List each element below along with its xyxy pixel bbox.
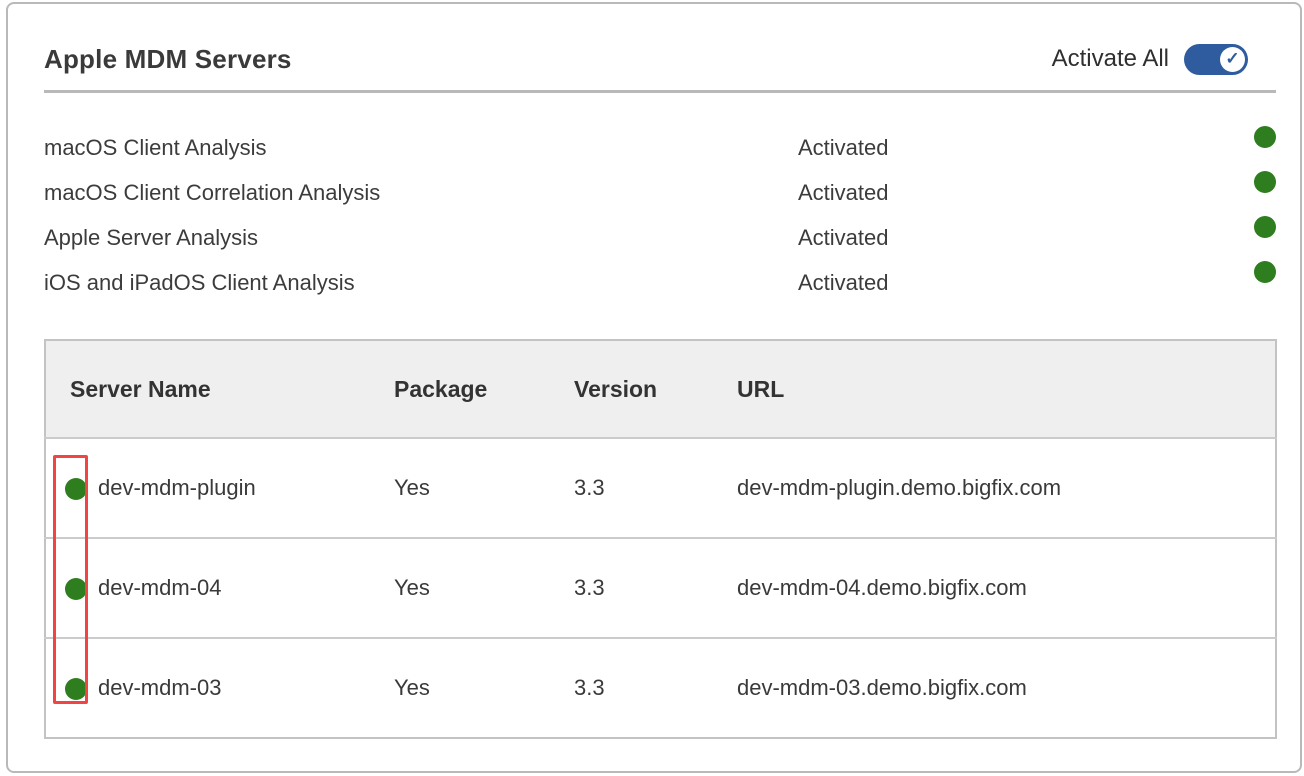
header-divider xyxy=(44,90,1276,93)
status-dot-icon xyxy=(1254,126,1276,148)
analysis-row: macOS Client Correlation Analysis Activa… xyxy=(44,170,1276,215)
table-row[interactable]: dev-mdm-plugin Yes 3.3 dev-mdm-plugin.de… xyxy=(45,438,1276,538)
analysis-row: macOS Client Analysis Activated xyxy=(44,125,1276,170)
server-name-cell: dev-mdm-03 xyxy=(98,675,222,701)
analysis-status: Activated xyxy=(798,179,889,205)
analysis-list: macOS Client Analysis Activated macOS Cl… xyxy=(44,125,1276,305)
analysis-status: Activated xyxy=(798,269,889,295)
analysis-row: Apple Server Analysis Activated xyxy=(44,215,1276,260)
url-cell: dev-mdm-04.demo.bigfix.com xyxy=(737,575,1027,600)
package-cell: Yes xyxy=(394,575,430,600)
status-dot-icon xyxy=(1254,216,1276,238)
page-title: Apple MDM Servers xyxy=(44,43,292,74)
analysis-name: Apple Server Analysis xyxy=(44,224,258,250)
analysis-name: macOS Client Correlation Analysis xyxy=(44,179,381,205)
activate-all-label: Activate All xyxy=(1051,45,1169,72)
toggle-knob: ✓ xyxy=(1220,46,1245,72)
analysis-status: Activated xyxy=(798,134,889,160)
analysis-status: Activated xyxy=(798,224,889,250)
analysis-row: iOS and iPadOS Client Analysis Activated xyxy=(44,260,1276,305)
version-cell: 3.3 xyxy=(574,675,605,700)
table-row[interactable]: dev-mdm-04 Yes 3.3 dev-mdm-04.demo.bigfi… xyxy=(45,538,1276,638)
package-cell: Yes xyxy=(394,475,430,500)
col-header-version: Version xyxy=(574,375,658,402)
table-row[interactable]: dev-mdm-03 Yes 3.3 dev-mdm-03.demo.bigfi… xyxy=(45,638,1276,738)
server-name-cell: dev-mdm-04 xyxy=(98,575,222,601)
col-header-server-name: Server Name xyxy=(70,375,211,402)
status-dot-icon xyxy=(65,577,87,600)
status-dot-icon xyxy=(1254,171,1276,193)
mdm-servers-table: Server Name Package Version URL dev-mdm-… xyxy=(44,339,1277,739)
table-header-row: Server Name Package Version URL xyxy=(45,340,1276,438)
version-cell: 3.3 xyxy=(574,575,605,600)
server-name-cell: dev-mdm-plugin xyxy=(98,475,256,501)
analysis-name: macOS Client Analysis xyxy=(44,134,267,160)
check-icon: ✓ xyxy=(1225,48,1240,68)
version-cell: 3.3 xyxy=(574,475,605,500)
status-dot-icon xyxy=(1254,261,1276,283)
activate-all-control: Activate All ✓ xyxy=(1051,43,1248,75)
url-cell: dev-mdm-03.demo.bigfix.com xyxy=(737,675,1027,700)
package-cell: Yes xyxy=(394,675,430,700)
col-header-package: Package xyxy=(394,375,488,402)
status-dot-icon xyxy=(65,677,87,700)
apple-mdm-servers-panel: Apple MDM Servers Activate All ✓ macOS C… xyxy=(6,2,1302,773)
analysis-name: iOS and iPadOS Client Analysis xyxy=(44,269,355,295)
activate-all-toggle[interactable]: ✓ xyxy=(1184,43,1248,75)
col-header-url: URL xyxy=(737,375,785,402)
panel-header: Apple MDM Servers Activate All ✓ xyxy=(44,40,1248,78)
url-cell: dev-mdm-plugin.demo.bigfix.com xyxy=(737,475,1062,500)
status-dot-icon xyxy=(65,477,87,500)
